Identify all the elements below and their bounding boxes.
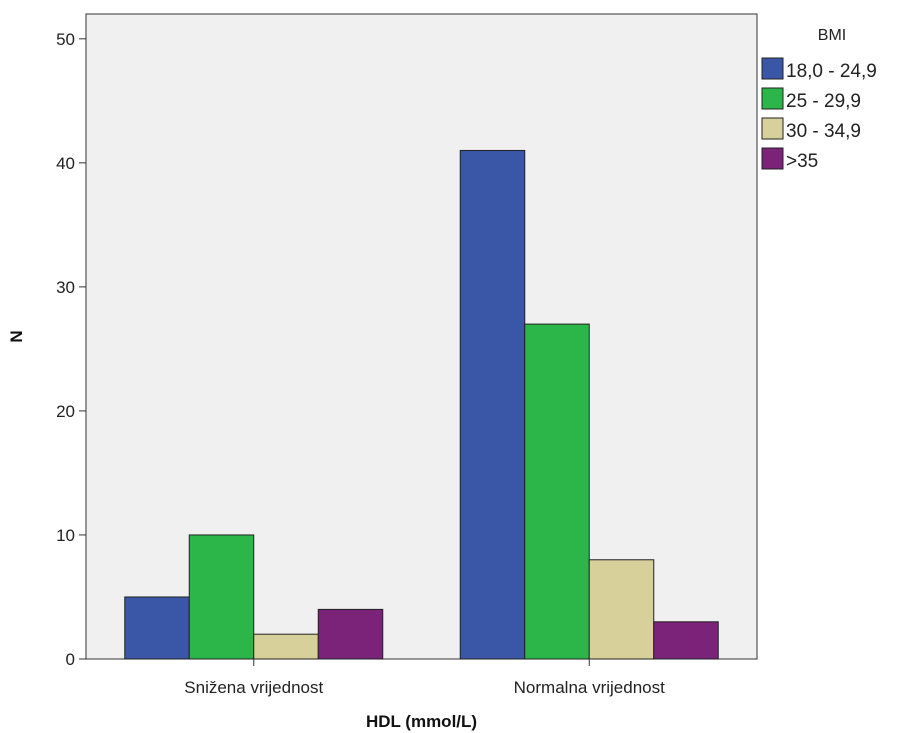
y-tick-label: 0 [66,650,75,669]
bar [653,621,719,660]
y-tick-label: 10 [56,526,75,545]
y-tick-label: 30 [56,278,75,297]
legend-swatch [761,87,784,110]
bars [124,149,719,660]
bar [459,149,526,660]
y-tick-label: 40 [56,154,75,173]
bar [588,559,655,660]
legend-swatch [761,117,784,140]
legend-title: BMI [818,27,846,44]
bar [317,608,384,660]
legend-label: 30 - 34,9 [786,121,861,142]
y-axis: 0 10 20 30 40 50 [56,30,86,669]
bar [124,596,190,660]
legend-swatch [761,57,784,80]
x-tick-label: Snižena vrijednost [184,678,323,697]
legend-swatch [761,147,784,170]
bar [188,534,255,660]
x-axis: Snižena vrijednost Normalna vrijednost [184,659,665,697]
bar [524,323,590,660]
bar [253,633,319,660]
y-tick-label: 50 [56,30,75,49]
y-tick-label: 20 [56,402,75,421]
legend-label: 18,0 - 24,9 [786,61,877,82]
legend-label: >35 [786,151,818,172]
x-axis-title: HDL (mmol/L) [366,712,477,731]
legend-label: 25 - 29,9 [786,91,861,112]
plot-area [85,13,758,660]
y-axis-title: N [7,330,26,342]
x-tick-label: Normalna vrijednost [514,678,665,697]
legend: BMI 18,0 - 24,9 25 - 29,9 30 - 34,9 >35 [761,27,877,172]
